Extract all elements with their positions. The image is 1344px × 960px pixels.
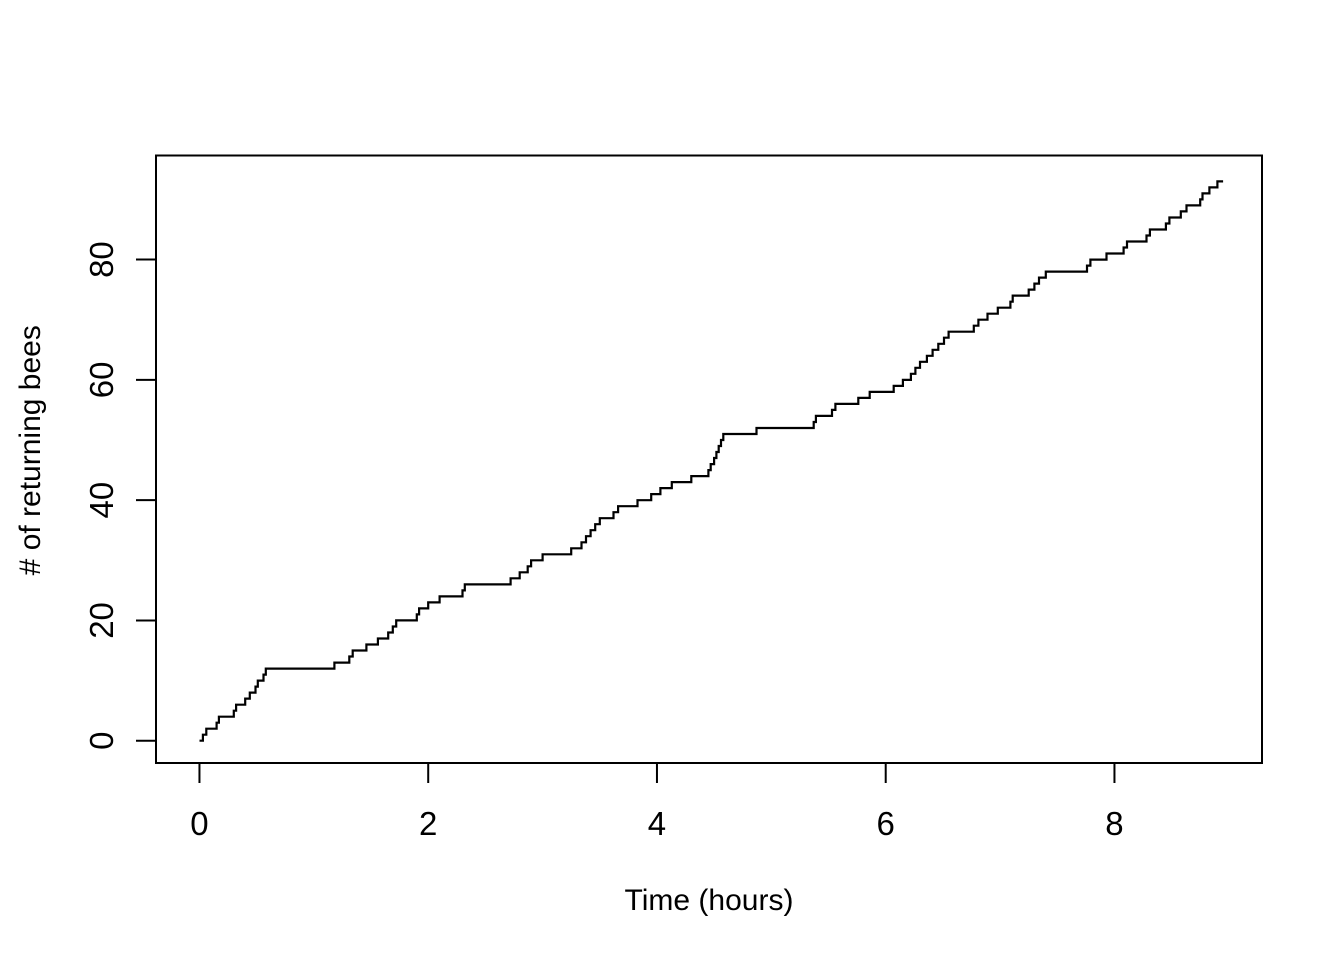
series-group	[199, 180, 1224, 742]
axis-titles-group: Time (hours) # of returning bees	[14, 325, 793, 917]
x-axis: 0 2 4 6 8	[190, 763, 1124, 842]
plot-box-group	[155, 154, 1263, 764]
y-tick-label: 80	[83, 241, 120, 278]
y-tick-label: 0	[83, 732, 120, 750]
x-axis-title: Time (hours)	[625, 884, 794, 917]
x-tick-label: 4	[648, 805, 666, 842]
y-axis-title: # of returning bees	[14, 325, 47, 575]
y-tick-label: 60	[83, 361, 120, 398]
x-tick-label: 2	[419, 805, 437, 842]
y-axis: 0 20 40 60 80	[83, 241, 156, 750]
plot-box	[155, 154, 1263, 764]
x-tick-label: 8	[1105, 805, 1123, 842]
y-tick-label: 20	[83, 602, 120, 639]
x-tick-label: 0	[190, 805, 208, 842]
y-tick-label: 40	[83, 482, 120, 519]
step-line	[199, 180, 1224, 742]
x-tick-label: 6	[877, 805, 895, 842]
